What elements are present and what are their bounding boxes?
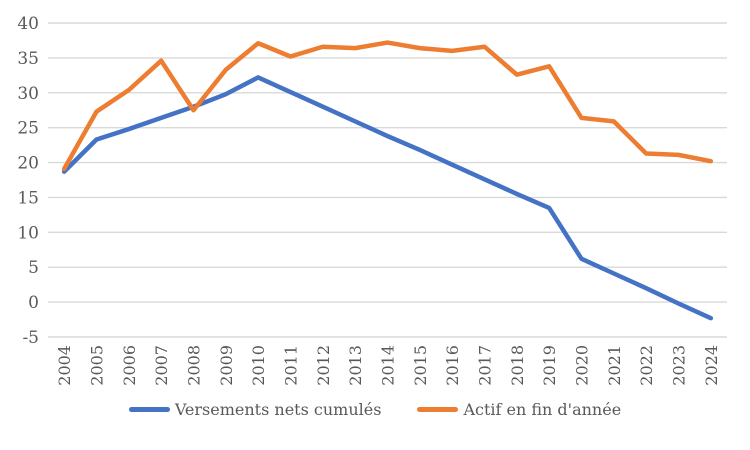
y-tick-label: -5 [22,328,39,348]
x-tick-label: 2010 [249,345,268,386]
x-tick-label: 2020 [573,345,592,386]
x-tick-label: 2012 [314,345,333,386]
x-tick-label: 2022 [637,345,656,386]
legend-item-versements: Versements nets cumulés [128,400,382,419]
chart-legend: Versements nets cumulés Actif en fin d'a… [0,400,750,419]
x-tick-label: 2021 [605,345,624,386]
y-tick-label: 35 [17,49,39,69]
legend-item-actif: Actif en fin d'année [417,400,621,419]
x-tick-label: 2015 [411,345,430,386]
x-tick-label: 2016 [443,345,462,386]
x-tick-label: 2009 [217,345,236,386]
x-tick-label: 2005 [88,345,107,386]
y-tick-label: 25 [17,119,39,139]
legend-line-marker-orange [417,407,459,412]
legend-label-versements: Versements nets cumulés [174,400,382,419]
y-tick-label: 20 [17,154,39,174]
x-tick-label: 2019 [540,345,559,386]
series-line-0 [61,75,714,321]
x-tick-label: 2004 [55,345,74,386]
x-tick-label: 2018 [508,345,527,386]
x-axis-labels: 2004 2005 2006 2007 2008 2009 2010 2011 2012 2013… [55,345,721,386]
x-tick-label: 2007 [152,345,171,386]
y-axis-labels: -5 0 5 10 15 20 25 30 35 40 [17,14,39,348]
gridlines [48,22,727,338]
x-tick-label: 2013 [346,345,365,386]
y-tick-label: 30 [17,84,39,104]
legend-label-actif: Actif en fin d'année [463,400,622,419]
x-tick-label: 2023 [670,345,689,386]
x-tick-label: 2017 [476,345,495,386]
y-tick-label: 15 [17,188,39,208]
y-tick-label: 40 [17,14,39,34]
x-tick-label: 2014 [379,345,398,386]
y-tick-label: 5 [28,258,39,278]
series-line-1 [61,40,714,172]
y-tick-label: 10 [17,223,39,243]
x-tick-label: 2011 [282,345,301,386]
legend-line-marker-blue [128,407,170,412]
y-tick-label: 0 [28,293,39,313]
x-tick-label: 2008 [185,345,204,386]
x-tick-label: 2006 [120,345,139,386]
x-tick-label: 2024 [702,345,721,386]
